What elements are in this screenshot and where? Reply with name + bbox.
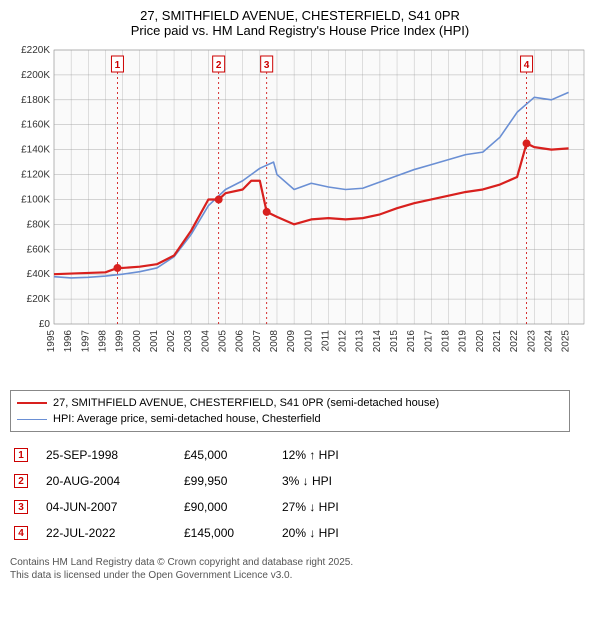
svg-text:1997: 1997	[80, 330, 91, 353]
footer-line2: This data is licensed under the Open Gov…	[10, 569, 590, 582]
svg-text:2004: 2004	[200, 330, 211, 353]
chart-title-block: 27, SMITHFIELD AVENUE, CHESTERFIELD, S41…	[10, 8, 590, 38]
event-price: £45,000	[184, 448, 264, 462]
svg-text:2006: 2006	[235, 330, 246, 353]
event-date: 22-JUL-2022	[46, 526, 166, 540]
event-diff: 3% ↓ HPI	[282, 474, 392, 488]
svg-text:2009: 2009	[286, 330, 297, 353]
svg-text:2025: 2025	[561, 330, 572, 353]
svg-text:2017: 2017	[423, 330, 434, 353]
event-row: 1 25-SEP-1998 £45,000 12% ↑ HPI	[10, 442, 570, 468]
svg-text:2020: 2020	[475, 330, 486, 353]
svg-text:£160K: £160K	[21, 120, 50, 131]
event-price: £90,000	[184, 500, 264, 514]
event-diff: 12% ↑ HPI	[282, 448, 392, 462]
svg-text:£80K: £80K	[27, 219, 51, 230]
legend-item: HPI: Average price, semi-detached house,…	[17, 411, 563, 427]
svg-text:2000: 2000	[132, 330, 143, 353]
svg-text:2016: 2016	[406, 330, 417, 353]
svg-text:1998: 1998	[97, 330, 108, 353]
legend-swatch	[17, 419, 47, 420]
svg-text:2024: 2024	[543, 330, 554, 353]
svg-text:£220K: £220K	[21, 45, 50, 56]
event-diff: 20% ↓ HPI	[282, 526, 392, 540]
legend-label: 27, SMITHFIELD AVENUE, CHESTERFIELD, S41…	[53, 395, 439, 411]
svg-text:2022: 2022	[509, 330, 520, 353]
chart-title-line2: Price paid vs. HM Land Registry's House …	[10, 23, 590, 38]
svg-text:2018: 2018	[440, 330, 451, 353]
legend: 27, SMITHFIELD AVENUE, CHESTERFIELD, S41…	[10, 390, 570, 432]
svg-text:2003: 2003	[183, 330, 194, 353]
event-row: 3 04-JUN-2007 £90,000 27% ↓ HPI	[10, 494, 570, 520]
event-date: 04-JUN-2007	[46, 500, 166, 514]
svg-text:£0: £0	[39, 319, 51, 330]
svg-text:2014: 2014	[372, 330, 383, 353]
svg-text:1999: 1999	[115, 330, 126, 353]
svg-text:2: 2	[216, 60, 222, 71]
svg-text:4: 4	[524, 60, 530, 71]
event-price: £99,950	[184, 474, 264, 488]
svg-text:£60K: £60K	[27, 244, 51, 255]
event-date: 20-AUG-2004	[46, 474, 166, 488]
svg-text:2013: 2013	[355, 330, 366, 353]
svg-text:£140K: £140K	[21, 145, 50, 156]
footer-line1: Contains HM Land Registry data © Crown c…	[10, 556, 590, 569]
footer: Contains HM Land Registry data © Crown c…	[10, 556, 590, 582]
svg-text:2011: 2011	[320, 330, 331, 352]
svg-text:£200K: £200K	[21, 70, 50, 81]
event-row: 4 22-JUL-2022 £145,000 20% ↓ HPI	[10, 520, 570, 546]
legend-item: 27, SMITHFIELD AVENUE, CHESTERFIELD, S41…	[17, 395, 563, 411]
svg-text:£20K: £20K	[27, 294, 51, 305]
chart-area: £0 £20K £40K £60K £80K £100K £120K £140K £160K £1…	[10, 44, 590, 384]
svg-text:1: 1	[115, 60, 121, 71]
svg-text:2005: 2005	[218, 330, 229, 353]
event-price: £145,000	[184, 526, 264, 540]
legend-swatch	[17, 402, 47, 404]
event-row: 2 20-AUG-2004 £99,950 3% ↓ HPI	[10, 468, 570, 494]
event-num-icon: 1	[14, 448, 28, 462]
svg-text:3: 3	[264, 60, 270, 71]
event-date: 25-SEP-1998	[46, 448, 166, 462]
svg-text:2001: 2001	[149, 330, 160, 353]
event-num-icon: 2	[14, 474, 28, 488]
legend-label: HPI: Average price, semi-detached house,…	[53, 411, 321, 427]
svg-text:1996: 1996	[63, 330, 74, 353]
line-chart: £0 £20K £40K £60K £80K £100K £120K £140K £160K £1…	[10, 44, 590, 384]
svg-text:2002: 2002	[166, 330, 177, 353]
svg-text:2007: 2007	[252, 330, 263, 353]
event-num-icon: 3	[14, 500, 28, 514]
svg-text:£120K: £120K	[21, 170, 50, 181]
svg-text:1995: 1995	[46, 330, 57, 353]
svg-text:2023: 2023	[526, 330, 537, 353]
chart-title-line1: 27, SMITHFIELD AVENUE, CHESTERFIELD, S41…	[10, 8, 590, 23]
events-table: 1 25-SEP-1998 £45,000 12% ↑ HPI 2 20-AUG-2004…	[10, 442, 570, 546]
svg-text:£40K: £40K	[27, 269, 51, 280]
event-num-icon: 4	[14, 526, 28, 540]
svg-text:2012: 2012	[338, 330, 349, 353]
event-diff: 27% ↓ HPI	[282, 500, 392, 514]
svg-text:2019: 2019	[458, 330, 469, 353]
svg-text:2015: 2015	[389, 330, 400, 353]
svg-text:2010: 2010	[303, 330, 314, 353]
svg-text:£180K: £180K	[21, 95, 50, 106]
svg-text:2008: 2008	[269, 330, 280, 353]
svg-text:£100K: £100K	[21, 194, 50, 205]
svg-text:2021: 2021	[492, 330, 503, 353]
